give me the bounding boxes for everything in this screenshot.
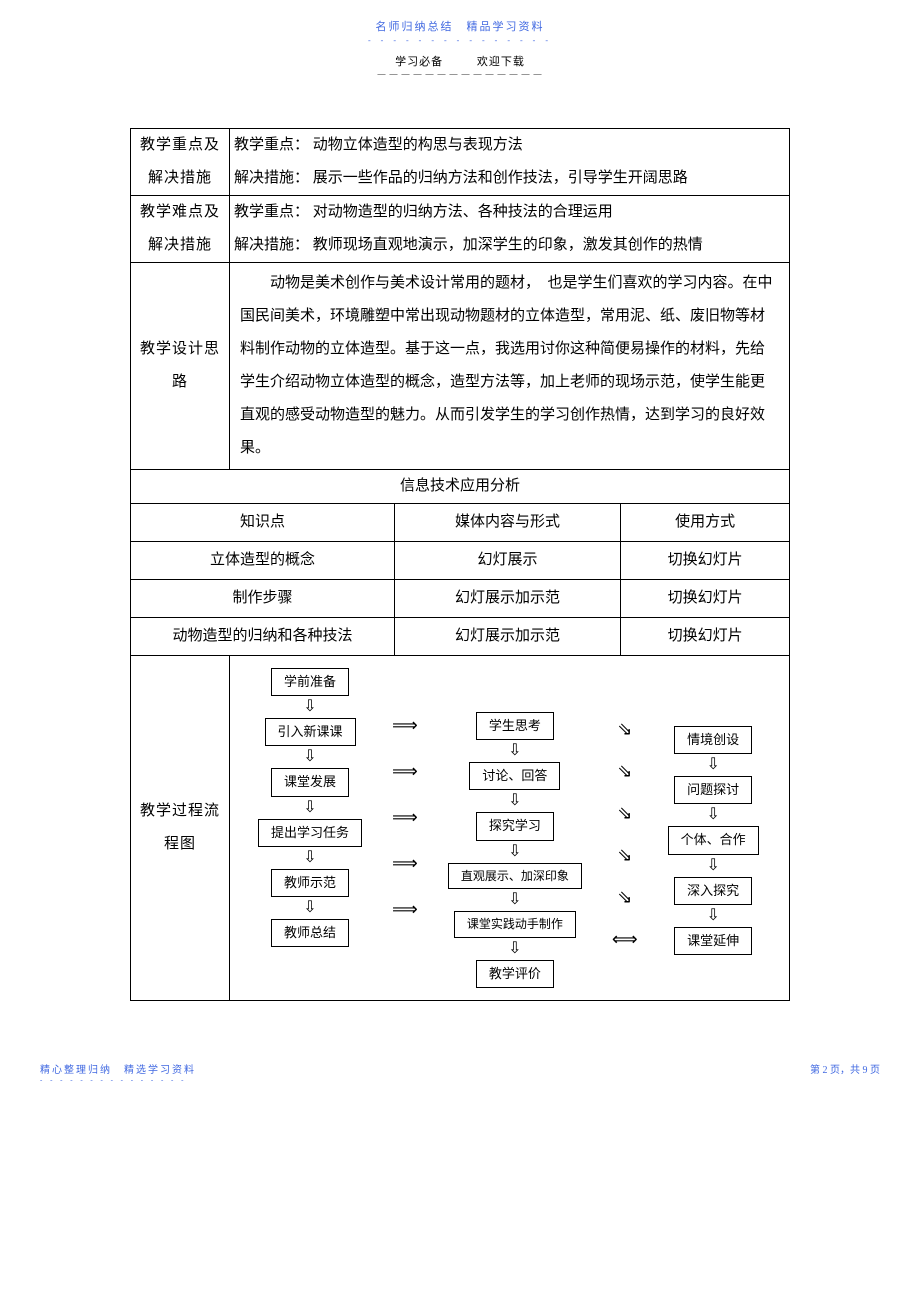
- key-point-content-2: 解决措施： 展示一些作品的归纳方法和创作技法，引导学生开阔思路: [230, 162, 790, 196]
- info-r2c1: 制作步骤: [131, 580, 395, 618]
- flow-box: 教师示范: [271, 869, 349, 897]
- flowchart: 学前准备 ⇩ 引入新课课 ⇩ 课堂发展 ⇩ 提出学习任务 ⇩ 教师示范 ⇩ 教师…: [238, 668, 781, 988]
- info-r1c1: 立体造型的概念: [131, 542, 395, 580]
- header-sub-line: — — — — — — — — — — — — — —: [0, 69, 920, 78]
- flow-col-2: 学生思考 ⇩ 讨论、回答 ⇩ 探究学习 ⇩ 直观展示、加深印象 ⇩ 课堂实践动手…: [448, 668, 582, 988]
- design-label: 教学设计思 路: [131, 263, 230, 470]
- info-r3c2: 幻灯展示加示范: [394, 618, 620, 656]
- key-point-content-1: 教学重点： 动物立体造型的构思与表现方法: [230, 129, 790, 163]
- flow-box: 引入新课课: [265, 718, 356, 746]
- arrow-down-icon: ⇩: [508, 740, 521, 762]
- design-content: 动物是美术创作与美术设计常用的题材， 也是学生们喜欢的学习内容。在中国民间美术，…: [230, 263, 790, 470]
- arrow-down-icon: ⇩: [303, 897, 316, 919]
- arrow-right-icon: ⟹: [392, 808, 418, 826]
- info-r1c2: 幻灯展示: [394, 542, 620, 580]
- difficulty-content-2: 解决措施： 教师现场直观地演示，加深学生的印象，激发其创作的热情: [230, 229, 790, 263]
- flow-box: 教师总结: [271, 919, 349, 947]
- arrow-down-icon: ⇩: [303, 797, 316, 819]
- info-col-3: 使用方式: [621, 504, 790, 542]
- difficulty-label: 教学难点及 解决措施: [131, 196, 230, 263]
- info-r2c3: 切换幻灯片: [621, 580, 790, 618]
- arrow-col-1: ⟹ ⟹ ⟹ ⟹ ⟹: [392, 668, 418, 918]
- key-point-label: 教学重点及 解决措施: [131, 129, 230, 196]
- flow-box: 提出学习任务: [258, 819, 362, 847]
- flow-label: 教学过程流 程图: [131, 656, 230, 1001]
- flow-box: 讨论、回答: [469, 762, 560, 790]
- arrow-diag-icon: ⇘: [617, 846, 632, 864]
- header-sub: 学习必备 欢迎下载: [0, 45, 920, 69]
- lesson-plan-table: 教学重点及 解决措施 教学重点： 动物立体造型的构思与表现方法 解决措施： 展示…: [130, 128, 790, 1001]
- arrow-col-2: ⇘ ⇘ ⇘ ⇘ ⇘ ⟺: [612, 668, 638, 948]
- flow-box: 课堂实践动手制作: [454, 911, 576, 938]
- arrow-down-icon: ⇩: [303, 746, 316, 768]
- arrow-right-icon: ⟹: [392, 854, 418, 872]
- flow-box: 教学评价: [476, 960, 554, 988]
- arrow-both-icon: ⟺: [612, 930, 638, 948]
- arrow-diag-icon: ⇘: [617, 720, 632, 738]
- arrow-down-icon: ⇩: [508, 889, 521, 911]
- info-col-1: 知识点: [131, 504, 395, 542]
- flow-box: 探究学习: [476, 812, 554, 840]
- flow-box: 深入探究: [674, 877, 752, 905]
- flow-box: 课堂发展: [271, 768, 349, 796]
- flow-box: 学生思考: [476, 712, 554, 740]
- header-sub-left: 学习必备: [395, 56, 443, 68]
- arrow-down-icon: ⇩: [706, 855, 719, 877]
- arrow-down-icon: ⇩: [508, 790, 521, 812]
- arrow-down-icon: ⇩: [508, 841, 521, 863]
- flow-box: 个体、合作: [668, 826, 759, 854]
- info-r3c1: 动物造型的归纳和各种技法: [131, 618, 395, 656]
- flow-col-1: 学前准备 ⇩ 引入新课课 ⇩ 课堂发展 ⇩ 提出学习任务 ⇩ 教师示范 ⇩ 教师…: [258, 668, 362, 947]
- info-r3c3: 切换幻灯片: [621, 618, 790, 656]
- header-top-text: 名师归纳总结 精品学习资料: [0, 0, 920, 34]
- flow-box: 课堂延伸: [674, 927, 752, 955]
- arrow-down-icon: ⇩: [706, 905, 719, 927]
- flowchart-cell: 学前准备 ⇩ 引入新课课 ⇩ 课堂发展 ⇩ 提出学习任务 ⇩ 教师示范 ⇩ 教师…: [230, 656, 790, 1001]
- difficulty-content-1: 教学重点： 对动物造型的归纳方法、各种技法的合理运用: [230, 196, 790, 230]
- flow-box: 情境创设: [674, 726, 752, 754]
- info-r2c2: 幻灯展示加示范: [394, 580, 620, 618]
- flow-box: 学前准备: [271, 668, 349, 696]
- arrow-right-icon: ⟹: [392, 762, 418, 780]
- arrow-right-icon: ⟹: [392, 900, 418, 918]
- footer-page-number: 第 2 页，共 9 页: [810, 1061, 880, 1084]
- arrow-down-icon: ⇩: [706, 804, 719, 826]
- arrow-diag-icon: ⇘: [617, 762, 632, 780]
- arrow-diag-icon: ⇘: [617, 888, 632, 906]
- info-r1c3: 切换幻灯片: [621, 542, 790, 580]
- arrow-down-icon: ⇩: [508, 938, 521, 960]
- page-footer: 精心整理归纳 精选学习资料 - - - - - - - - - - - - - …: [0, 1061, 920, 1084]
- flow-box: 问题探讨: [674, 776, 752, 804]
- flow-box: 直观展示、加深印象: [448, 863, 582, 890]
- arrow-down-icon: ⇩: [303, 847, 316, 869]
- arrow-down-icon: ⇩: [303, 696, 316, 718]
- header-dots: - - - - - - - - - - - - - - -: [0, 34, 920, 45]
- flow-col-3: 情境创设 ⇩ 问题探讨 ⇩ 个体、合作 ⇩ 深入探究 ⇩ 课堂延伸: [668, 668, 759, 955]
- arrow-down-icon: ⇩: [706, 754, 719, 776]
- arrow-right-icon: ⟹: [392, 716, 418, 734]
- header-sub-right: 欢迎下载: [477, 56, 525, 68]
- footer-left: 精心整理归纳 精选学习资料: [40, 1061, 196, 1076]
- footer-left-dots: - - - - - - - - - - - - - - -: [40, 1076, 196, 1084]
- info-col-2: 媒体内容与形式: [394, 504, 620, 542]
- arrow-diag-icon: ⇘: [617, 804, 632, 822]
- info-tech-header: 信息技术应用分析: [131, 470, 790, 504]
